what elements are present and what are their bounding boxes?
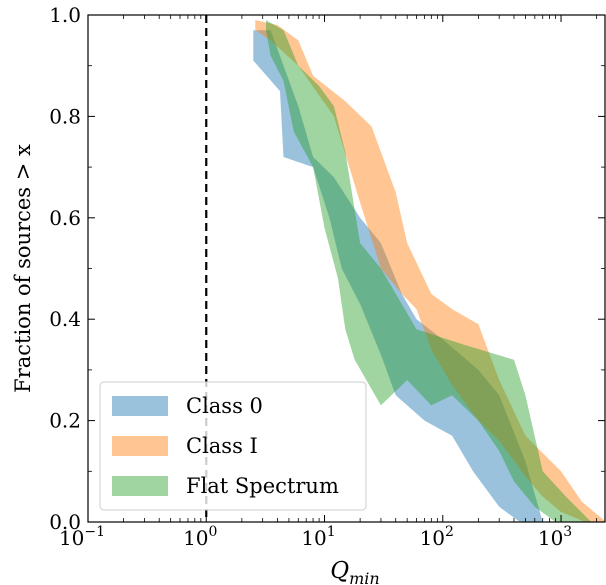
legend-swatch-class-0: [112, 396, 168, 416]
legend-label-class-0: Class 0: [186, 394, 263, 418]
x-tick-label: 102: [420, 524, 454, 550]
x-tick-exponent: 0: [209, 524, 218, 540]
x-tick-exponent: 1: [327, 524, 336, 540]
x-tick-base: 10: [538, 526, 563, 550]
y-tick-label: 0.6: [49, 206, 81, 230]
y-tick-label: 1.0: [49, 3, 81, 27]
band-class-0: [253, 30, 543, 522]
y-tick-label: 0.0: [49, 510, 81, 534]
x-tick-base: 10: [183, 526, 208, 550]
y-tick-label: 0.8: [49, 104, 81, 128]
y-tick-label: 0.2: [49, 409, 81, 433]
x-axis-label-sub: min: [349, 569, 380, 585]
legend-box: [99, 381, 367, 511]
legend-items: Class 0 Class I Flat Spectrum: [112, 394, 339, 498]
x-tick-base: 10: [59, 526, 84, 550]
legend: Class 0 Class I Flat Spectrum: [99, 381, 367, 511]
legend-label-class-i: Class I: [186, 434, 258, 458]
y-axis-label: Fraction of sources > x: [11, 144, 35, 393]
y-tick-label: 0.4: [49, 307, 81, 331]
legend-swatch-class-i: [112, 436, 168, 456]
x-tick-exponent: 2: [445, 524, 454, 540]
x-tick-exponent: −1: [84, 524, 105, 540]
x-axis-label-main: Q: [330, 558, 349, 584]
band-class-i: [255, 20, 606, 522]
x-axis-label: Qmin: [330, 558, 379, 585]
plot-frame: [87, 14, 606, 523]
legend-swatch-flat-spectrum: [112, 476, 168, 496]
x-tick-exponent: 3: [563, 524, 572, 540]
legend-label-flat-spectrum: Flat Spectrum: [186, 474, 339, 498]
x-tick-label: 101: [301, 524, 335, 550]
x-tick-base: 10: [301, 526, 326, 550]
x-tick-label: 103: [538, 524, 572, 550]
x-tick-label: 10−1: [59, 524, 105, 550]
tick-marks: [87, 14, 605, 523]
x-tick-label: 100: [183, 524, 217, 550]
band-flat-spectrum: [266, 20, 592, 522]
data-bands: [253, 20, 606, 522]
x-tick-base: 10: [420, 526, 445, 550]
